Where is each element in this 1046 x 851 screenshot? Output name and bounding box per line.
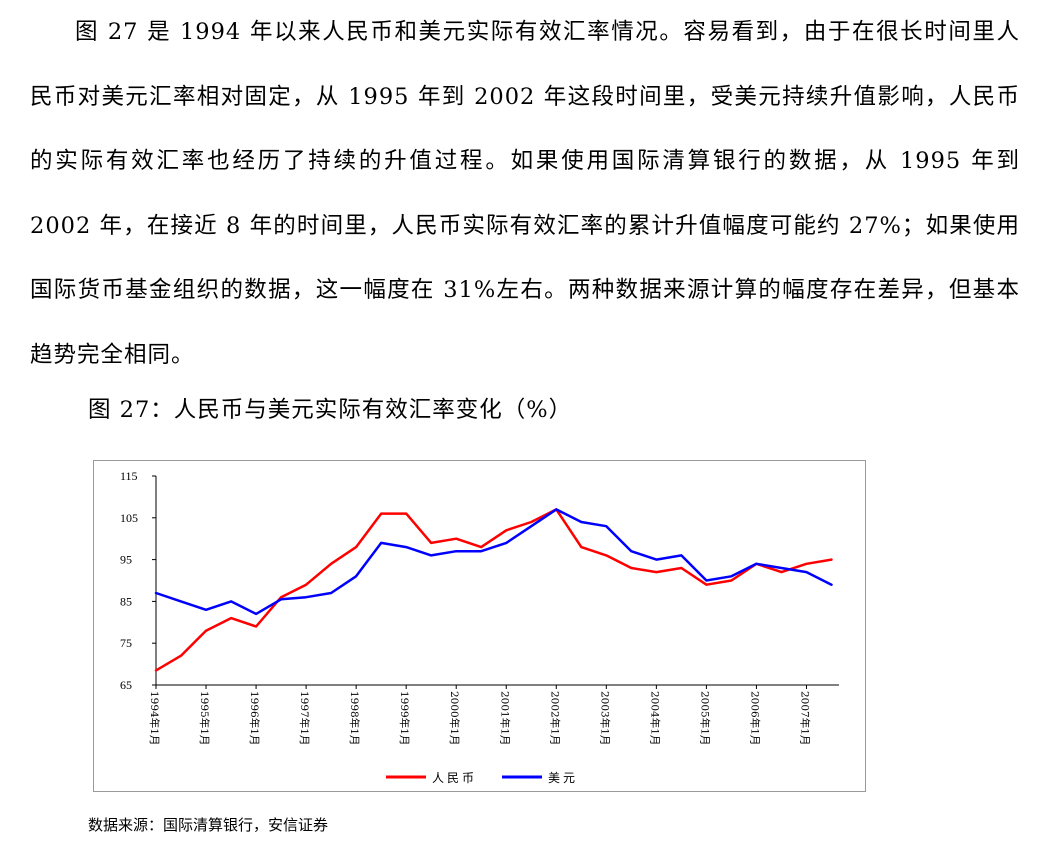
chart-container: 65 75 85 95 105 115 1994年1月 1995年1月 1996年1月 1997年… (93, 460, 866, 792)
y-tick-label: 105 (120, 511, 138, 525)
x-tick-label: 2002年1月 (548, 691, 561, 745)
series-line-usd (154, 508, 833, 616)
y-tick-label: 115 (120, 469, 138, 483)
x-tick-label: 1997年1月 (298, 691, 311, 745)
source-note: 数据来源：国际清算银行，安信证券 (88, 816, 329, 834)
figure-title: 图 27：人民币与美元实际有效汇率变化（%） (88, 397, 573, 423)
x-tick-label: 2003年1月 (598, 691, 611, 745)
y-tick-label: 65 (120, 678, 132, 692)
x-tick-label: 1999年1月 (398, 691, 411, 745)
x-tick-label: 2004年1月 (648, 691, 661, 745)
y-tick-label: 95 (120, 553, 132, 567)
x-tick-label: 1994年1月 (148, 691, 161, 745)
x-tick-label: 1996年1月 (248, 691, 261, 745)
x-tick-label: 2005年1月 (698, 691, 711, 745)
x-tick-label: 1998年1月 (348, 691, 361, 745)
series-line-rmb (154, 508, 833, 672)
x-tick-label: 2001年1月 (498, 691, 511, 745)
legend-label: 人民币 (432, 771, 477, 785)
line-chart: 65 75 85 95 105 115 1994年1月 1995年1月 1996年1月 1997年… (120, 469, 839, 785)
x-tick-label: 2007年1月 (798, 691, 811, 745)
body-paragraph: 图 27 是 1994 年以来人民币和美元实际有效汇率情况。容易看到，由于在很长… (30, 19, 1020, 368)
y-tick-label: 85 (120, 594, 132, 608)
x-tick-label: 2006年1月 (748, 691, 761, 745)
x-tick-label: 2000年1月 (448, 691, 461, 745)
legend-label: 美元 (548, 771, 578, 785)
x-tick-label: 1995年1月 (198, 691, 211, 745)
y-tick-label: 75 (120, 636, 132, 650)
